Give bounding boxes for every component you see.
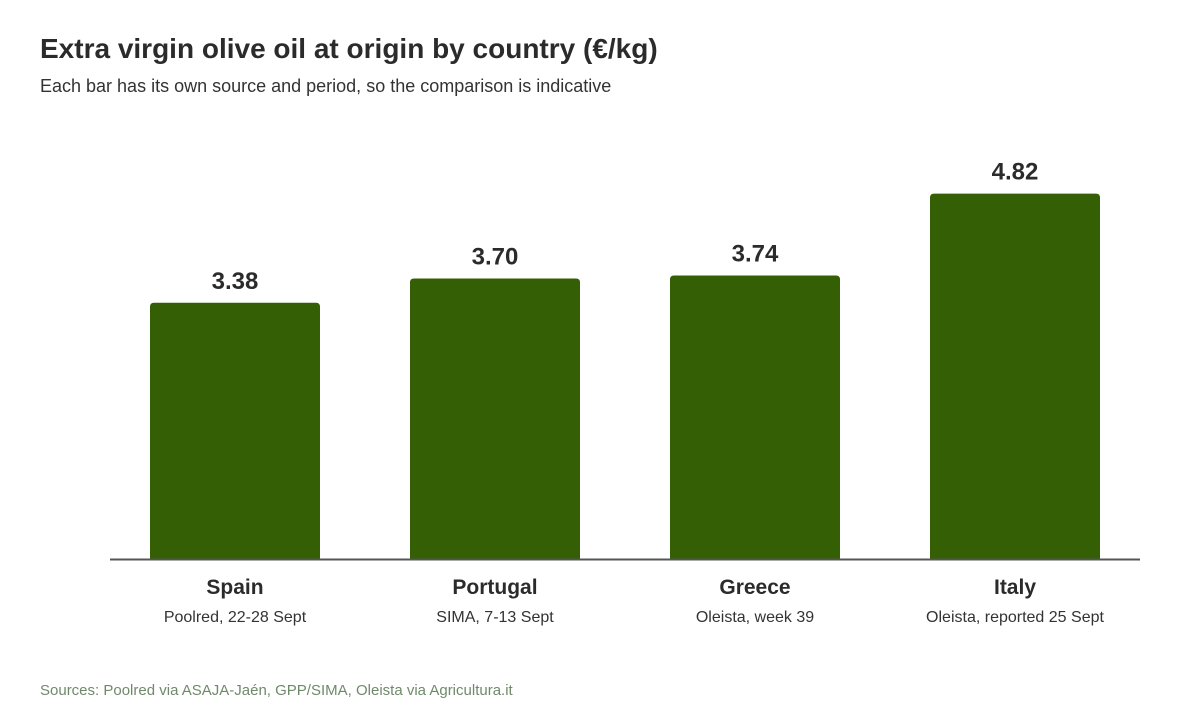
- chart-subtitle: Each bar has its own source and period, …: [40, 76, 612, 96]
- category-label: Italy: [994, 576, 1036, 599]
- bar: [150, 302, 320, 559]
- category-note: Poolred, 22-28 Sept: [164, 609, 307, 626]
- category-note: SIMA, 7-13 Sept: [436, 609, 554, 626]
- source-note: Sources: Poolred via ASAJA-Jaén, GPP/SIM…: [40, 682, 513, 699]
- category-note: Oleista, reported 25 Sept: [926, 609, 1104, 626]
- category-label: Spain: [206, 576, 263, 599]
- category-note: Oleista, week 39: [696, 609, 814, 626]
- data-label: 4.82: [992, 159, 1039, 186]
- data-label: 3.74: [732, 241, 779, 268]
- category-label: Portugal: [452, 576, 537, 599]
- data-label: 3.38: [212, 268, 259, 295]
- bar: [410, 278, 580, 559]
- category-label: Greece: [719, 576, 790, 599]
- data-label: 3.70: [472, 244, 519, 271]
- bar: [670, 275, 840, 559]
- bar: [930, 193, 1100, 560]
- chart-title: Extra virgin olive oil at origin by coun…: [40, 33, 658, 64]
